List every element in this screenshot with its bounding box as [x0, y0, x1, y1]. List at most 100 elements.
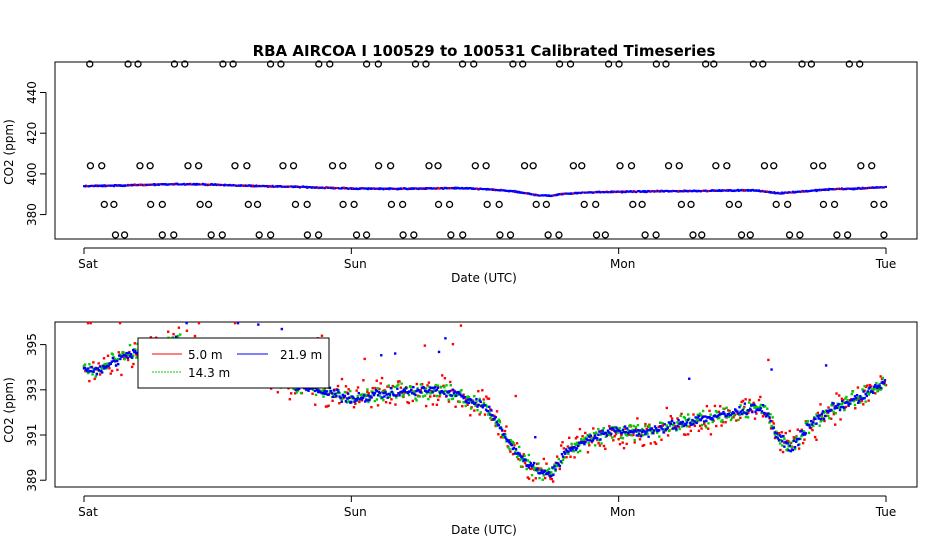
series-point	[870, 385, 873, 388]
calibration-point	[641, 231, 649, 239]
calibration-point	[482, 162, 490, 170]
series-point	[280, 327, 284, 331]
series-point	[834, 412, 837, 415]
series-point	[110, 369, 114, 373]
series-point	[435, 403, 439, 406]
series-point	[634, 427, 638, 430]
series-point	[475, 403, 479, 407]
series-point	[549, 477, 552, 480]
series-point	[707, 427, 710, 430]
series-point	[381, 396, 384, 399]
series-point	[489, 413, 492, 416]
series-point	[584, 436, 587, 439]
series-point	[367, 392, 370, 395]
series-point	[688, 425, 691, 428]
series-point	[123, 358, 126, 361]
series-point	[336, 384, 340, 388]
series-point	[171, 336, 174, 339]
series-point	[436, 386, 440, 389]
series-point	[459, 390, 462, 393]
series-point	[488, 405, 491, 409]
series-point	[550, 474, 553, 478]
series-point	[497, 424, 501, 427]
series-point	[719, 405, 722, 408]
series-point	[667, 429, 671, 433]
series-point	[356, 394, 359, 398]
y-tick-label: 420	[25, 122, 39, 145]
x-tick-label: Mon	[610, 257, 635, 271]
series-point	[780, 435, 783, 438]
series-point	[834, 423, 837, 426]
series-point	[504, 436, 507, 439]
series-point	[550, 477, 554, 481]
calibration-point	[314, 231, 323, 239]
series-point	[655, 431, 659, 434]
series-point	[329, 389, 333, 393]
series-point	[510, 443, 513, 447]
series-point	[574, 443, 578, 447]
series-point	[813, 435, 817, 439]
series-point	[113, 360, 117, 363]
series-point	[233, 321, 237, 325]
series-point	[476, 408, 479, 412]
series-point	[483, 404, 487, 407]
series-point	[538, 476, 541, 480]
series-point	[308, 387, 311, 390]
series-point	[722, 407, 725, 410]
calibration-point	[86, 162, 95, 170]
series-point	[479, 411, 482, 414]
series-point	[668, 424, 672, 428]
calibration-point	[339, 200, 347, 209]
series-point	[535, 462, 539, 466]
series-point	[368, 396, 371, 400]
calibration-point	[798, 60, 806, 68]
ambient-point	[885, 185, 887, 188]
series-point	[116, 368, 119, 372]
x-tick-label: Tue	[875, 257, 897, 271]
series-point	[370, 405, 373, 409]
series-point	[867, 393, 871, 396]
series-point	[376, 404, 380, 407]
series-point	[605, 434, 609, 437]
series-point	[410, 385, 413, 389]
series-point	[490, 418, 493, 421]
series-point	[545, 462, 548, 465]
series-point	[633, 441, 636, 444]
series-point	[827, 414, 830, 418]
ambient-point	[103, 184, 106, 187]
calibration-point	[770, 162, 778, 170]
series-point	[401, 390, 404, 393]
series-point	[858, 397, 861, 400]
series-point	[322, 392, 325, 395]
ambient-point	[773, 191, 776, 194]
series-point	[803, 438, 806, 441]
series-point	[606, 429, 610, 432]
calibration-point	[819, 200, 828, 209]
series-point	[608, 427, 612, 430]
series-point	[443, 386, 446, 389]
series-point	[570, 442, 573, 446]
series-point	[767, 412, 770, 415]
bottom-y-axis: 389 391 393 395	[25, 333, 47, 492]
series-point	[753, 403, 756, 407]
series-point	[582, 440, 585, 444]
calibration-point	[830, 200, 839, 209]
series-point	[127, 353, 131, 356]
calibration-point	[819, 162, 827, 170]
series-point	[460, 388, 463, 392]
y-tick-label: 391	[25, 424, 39, 447]
series-point	[859, 401, 862, 404]
series-point	[686, 418, 690, 422]
calibration-point	[196, 200, 204, 209]
calibration-point	[399, 231, 407, 239]
series-point	[424, 387, 428, 390]
series-point	[621, 428, 625, 432]
series-point	[499, 427, 503, 430]
series-point	[818, 414, 821, 417]
series-point	[788, 441, 791, 444]
series-point	[568, 447, 571, 450]
series-point	[411, 399, 415, 403]
series-point	[89, 369, 92, 373]
series-point	[483, 413, 487, 416]
series-point	[477, 403, 480, 407]
